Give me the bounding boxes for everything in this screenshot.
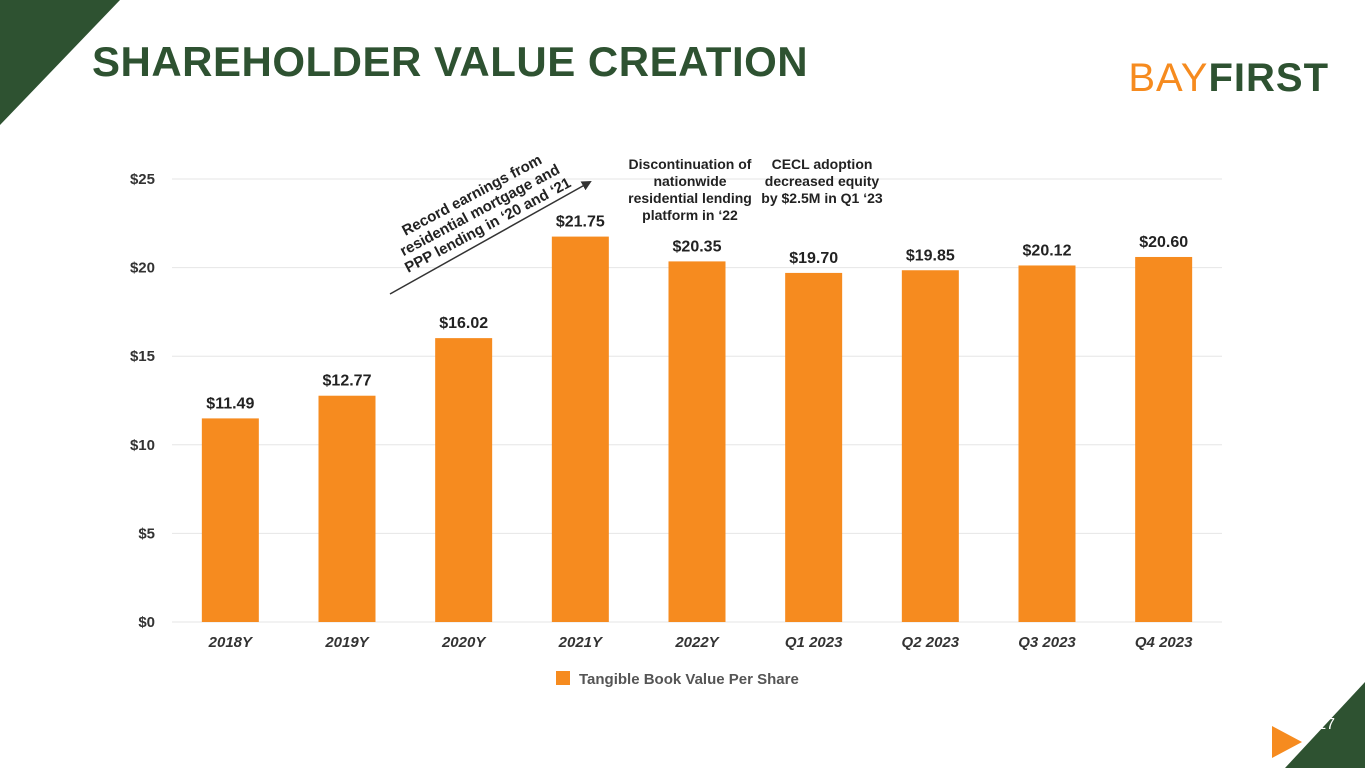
x-tick-label: 2020Y xyxy=(441,634,487,651)
x-tick-label: Q2 2023 xyxy=(902,634,960,651)
x-tick-label: 2022Y xyxy=(674,634,720,651)
data-label: $16.02 xyxy=(439,315,488,332)
y-tick-label: $10 xyxy=(130,437,155,454)
bar xyxy=(668,261,726,622)
y-tick-label: $20 xyxy=(130,260,155,277)
data-label: $19.70 xyxy=(789,250,838,267)
bar xyxy=(318,395,376,622)
legend-swatch xyxy=(556,671,570,685)
x-tick-label: 2021Y xyxy=(558,634,604,651)
bar xyxy=(1135,256,1193,622)
data-label: $12.77 xyxy=(323,373,372,390)
bayfirst-logo: BAYFIRST xyxy=(1128,56,1329,100)
data-label: $20.12 xyxy=(1023,242,1072,259)
annotation-discontinuation: Discontinuation of nationwide residentia… xyxy=(628,156,752,223)
x-tick-label: 2019Y xyxy=(324,634,370,651)
bar xyxy=(435,338,493,622)
bar xyxy=(785,272,843,622)
data-label: $11.49 xyxy=(206,395,254,412)
page-number: 17 xyxy=(1317,716,1335,733)
y-tick-label: $0 xyxy=(138,614,155,631)
trend-arrow xyxy=(389,181,592,295)
legend-label: Tangible Book Value Per Share xyxy=(579,671,799,688)
data-label: $20.60 xyxy=(1139,234,1188,251)
x-tick-label: 2018Y xyxy=(208,634,254,651)
data-label: $20.35 xyxy=(673,238,722,255)
annotation-cecl: CECL adoption decreased equity by $2.5M … xyxy=(761,156,883,206)
bar xyxy=(201,418,259,622)
bar xyxy=(901,270,959,622)
y-tick-label: $15 xyxy=(130,348,155,365)
y-tick-label: $25 xyxy=(130,171,155,188)
corner-decoration-top-left xyxy=(0,0,120,125)
x-tick-label: Q4 2023 xyxy=(1135,634,1193,651)
play-triangle-icon xyxy=(1272,726,1302,758)
bar xyxy=(551,236,609,622)
bar xyxy=(1018,265,1076,622)
data-label: $21.75 xyxy=(556,214,605,231)
data-label: $19.85 xyxy=(906,247,955,264)
x-tick-label: Q1 2023 xyxy=(785,634,843,651)
page-title: SHAREHOLDER VALUE CREATION xyxy=(92,38,809,85)
x-tick-label: Q3 2023 xyxy=(1018,634,1076,651)
y-tick-label: $5 xyxy=(138,525,155,542)
